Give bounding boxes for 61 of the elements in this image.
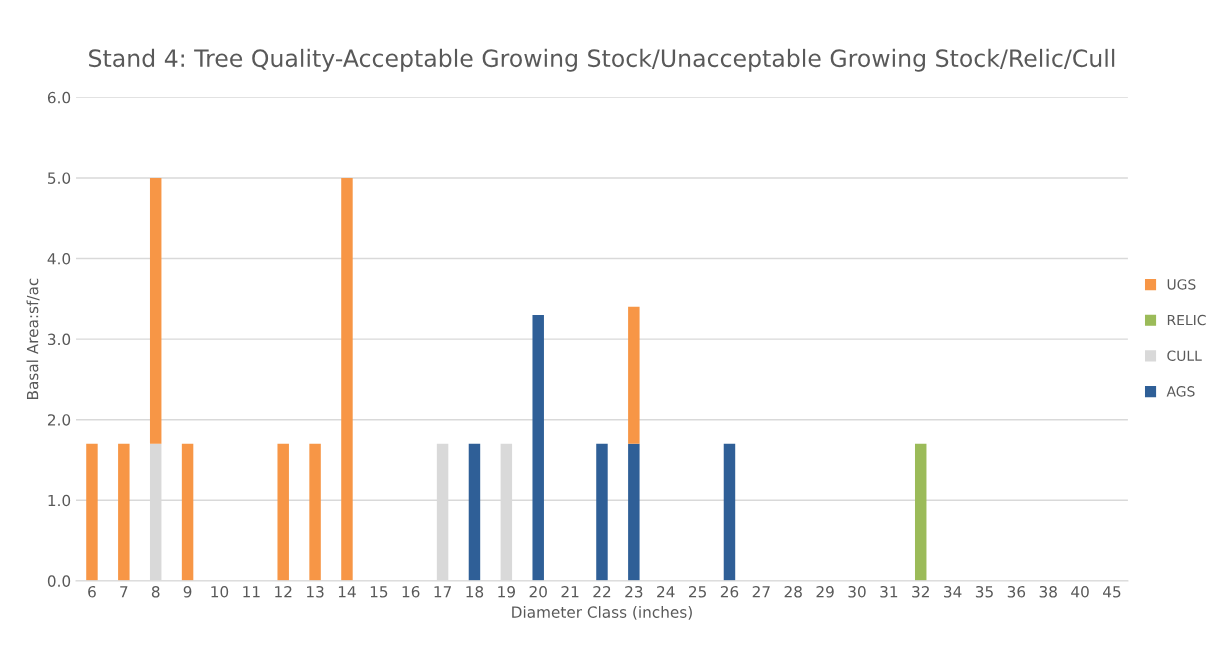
x-tick-label: 40	[1071, 585, 1089, 598]
y-tick-label: 5.0	[48, 172, 71, 184]
x-tick-label: 16	[402, 585, 420, 598]
x-tick-label: 18	[466, 585, 484, 598]
x-tick-label: 9	[183, 585, 192, 598]
x-tick-label: 32	[912, 585, 929, 598]
legend-label: AGS	[1166, 386, 1195, 397]
bar	[86, 443, 98, 581]
bar	[596, 443, 608, 581]
x-tick-label: 31	[880, 585, 898, 598]
x-tick-label: 6	[88, 585, 96, 598]
bar	[341, 177, 353, 581]
x-tick-label: 14	[338, 586, 356, 598]
y-tick-label: 6.0	[47, 91, 71, 104]
x-tick-label: 29	[816, 585, 834, 598]
x-tick-label: 10	[211, 585, 229, 598]
x-tick-label: 28	[784, 585, 802, 598]
x-tick-label: 30	[848, 585, 866, 598]
bar	[628, 443, 640, 581]
x-tick-label: 21	[561, 585, 579, 598]
bar	[181, 443, 194, 581]
x-tick-label: 34	[944, 585, 962, 598]
bar	[277, 443, 289, 581]
legend-label: RELIC	[1167, 314, 1206, 326]
bar	[628, 306, 640, 444]
bar	[118, 443, 130, 581]
x-tick-label: 15	[370, 586, 388, 598]
x-tick-label: 12	[275, 585, 292, 598]
x-tick-label: 35	[975, 585, 993, 598]
x-tick-label: 23	[625, 585, 643, 598]
x-tick-label: 22	[593, 585, 611, 598]
legend-label: CULL	[1167, 350, 1202, 361]
bar	[468, 443, 481, 581]
y-tick-label: 2.0	[47, 414, 71, 426]
y-tick-label: 1.0	[48, 494, 71, 507]
x-tick-label: 7	[120, 586, 128, 598]
chart-title: Stand 4: Tree Quality-Acceptable Growing Stock/Unacceptable Growing Stock/Relic/Cull	[89, 48, 1115, 72]
y-tick-label: 4.0	[47, 252, 71, 265]
x-tick-label: 25	[688, 585, 706, 598]
bar	[723, 443, 736, 581]
bar	[914, 443, 927, 581]
x-tick-label: 13	[307, 585, 324, 598]
x-tick-label: 17	[434, 586, 451, 598]
y-tick-label: 3.0	[48, 333, 71, 346]
x-axis-title: Diameter Class (inches)	[512, 606, 692, 620]
x-tick-label: 38	[1039, 585, 1057, 598]
x-tick-label: 19	[498, 585, 515, 598]
bar	[532, 314, 544, 581]
x-tick-label: 26	[720, 585, 739, 598]
legend-label: UGS	[1167, 279, 1196, 290]
x-tick-label: 11	[243, 586, 260, 598]
x-tick-label: 8	[151, 585, 160, 598]
bar	[309, 443, 321, 581]
y-axis-title: Basal Area:sf/ac	[26, 278, 40, 400]
bar	[149, 177, 162, 444]
x-tick-label: 36	[1007, 585, 1026, 598]
y-tick-label: 0.0	[47, 575, 71, 587]
x-tick-label: 24	[657, 585, 675, 598]
x-tick-label: 20	[529, 585, 547, 598]
x-tick-label: 45	[1103, 586, 1121, 598]
x-tick-label: 27	[752, 585, 770, 598]
